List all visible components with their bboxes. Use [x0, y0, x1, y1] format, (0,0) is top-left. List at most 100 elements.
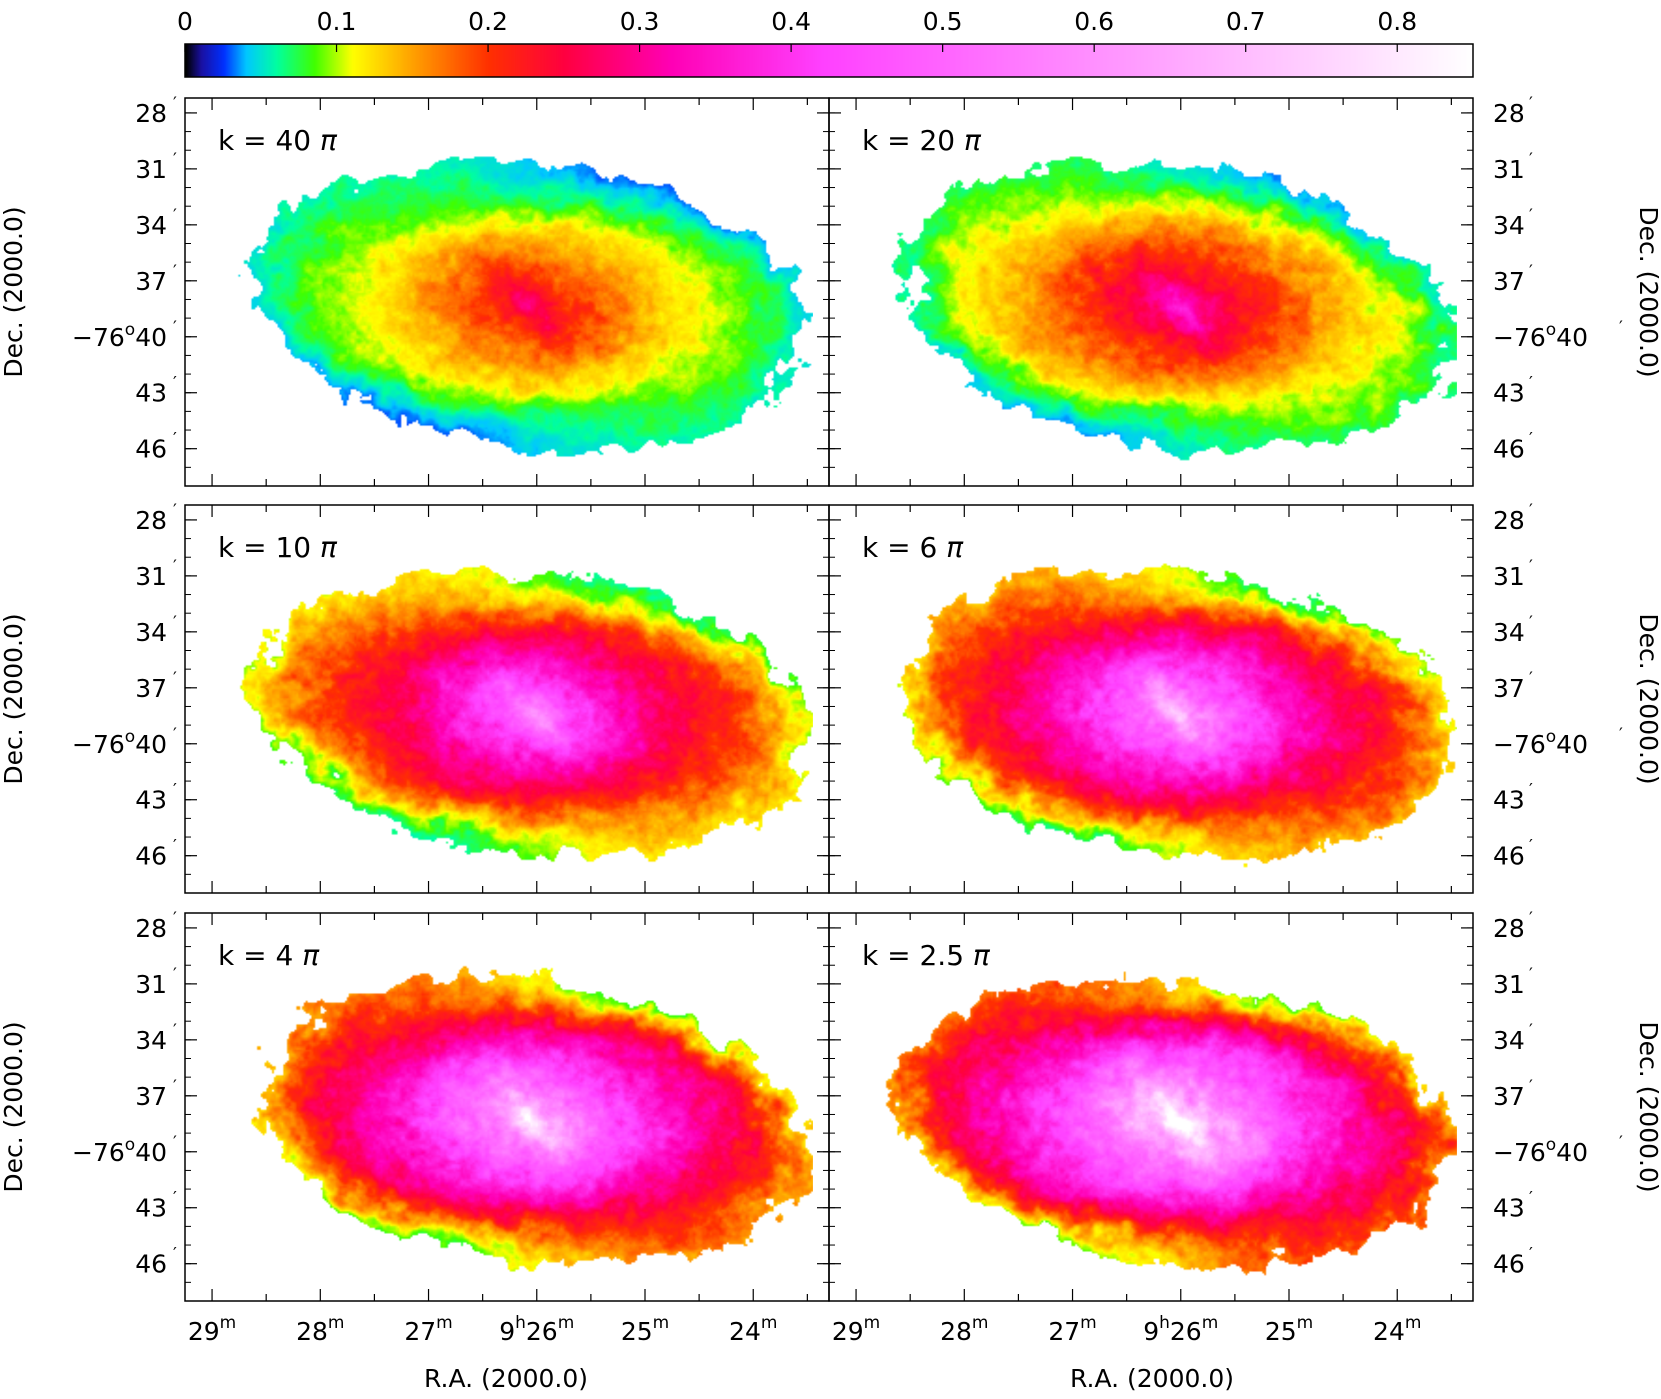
- arcmin-mark: ′: [1529, 613, 1533, 633]
- arcmin-mark: ′: [173, 150, 177, 170]
- dec-tick-label: 31: [135, 970, 167, 999]
- dec-tick-label: 34: [135, 1026, 167, 1055]
- dec-tick-label: 31: [1493, 970, 1525, 999]
- panel-label-pi: π: [302, 939, 320, 972]
- panel-4: k = 6 π28 ′31 ′34 ′37 ′−76o40 ′43 ′46 ′Dec. (20…: [828, 501, 1661, 894]
- ra-minute-mark: m: [972, 1313, 989, 1333]
- arcmin-mark: ′: [173, 909, 177, 929]
- arcmin-mark: ′: [1529, 837, 1533, 857]
- ra-tick-label: 27m: [1048, 1313, 1096, 1346]
- arcmin-mark: ′: [173, 206, 177, 226]
- ra-tick-label: 25m: [621, 1313, 669, 1346]
- dec-tick-label: 43: [135, 786, 167, 815]
- arcmin-mark: ′: [1529, 557, 1533, 577]
- ra-tick-label: 9h26m: [499, 1313, 574, 1346]
- panel-label-k: k = 6: [862, 531, 946, 564]
- panel-3: k = 10 π 28 ′ 31 ′ 34 ′ 37 ′ −76o40 ′ 43 ′ 46 ′ Dec. (2…: [0, 501, 830, 894]
- panel-5: k = 4 π 28 ′ 31 ′ 34 ′ 37 ′ −76o40 ′ 43 ′ 46 ′ Dec. (20…: [0, 909, 830, 1346]
- dec-tick-label: 43: [1493, 1194, 1525, 1223]
- ra-minute-mark: m: [558, 1313, 575, 1333]
- colorbar-frame: [184, 43, 1474, 78]
- arcmin-mark: ′: [1529, 1021, 1533, 1041]
- panel-label-k: k = 10: [218, 531, 320, 564]
- arcmin-mark: ′: [1529, 669, 1533, 689]
- ra-minute-mark: m: [436, 1313, 453, 1333]
- xlabel-left: R.A. (2000.0): [424, 1364, 588, 1393]
- ylabel: Dec. (2000.0): [0, 1021, 28, 1192]
- arcmin-mark: ′: [173, 318, 177, 338]
- arcmin-mark: ′: [1529, 501, 1533, 521]
- colorbar-tick-label: 0.6: [1074, 7, 1114, 36]
- colorbar-tick-label: 0: [177, 7, 193, 36]
- dec-tick-label: 46: [1493, 842, 1525, 871]
- xlabel-right: R.A. (2000.0): [1070, 1364, 1234, 1393]
- dec-tick-label: 28: [1493, 506, 1525, 535]
- dec-tick-label: 37: [1493, 1082, 1525, 1111]
- panel-label: k = 6 π: [862, 531, 964, 564]
- colorbar-gradient: [185, 44, 1473, 77]
- dec-tick-label: 28: [1493, 99, 1525, 128]
- ra-minute-mark: m: [1297, 1313, 1314, 1333]
- dec-tick-label: 46: [1493, 435, 1525, 464]
- colorbar-tick-label: 0.4: [771, 7, 811, 36]
- ra-minute-mark: m: [761, 1313, 778, 1333]
- arcmin-mark: ′: [173, 262, 177, 282]
- dec-tick-label: −76o40: [72, 320, 167, 352]
- ra-minute-mark: m: [1405, 1313, 1422, 1333]
- ra-tick-label: 24m: [729, 1313, 777, 1346]
- dec-tick-label: 31: [135, 155, 167, 184]
- ra-minute-mark: m: [220, 1313, 237, 1333]
- ra-minute-mark: m: [1202, 1313, 1219, 1333]
- dec-tick-label: 34: [1493, 211, 1525, 240]
- arcmin-mark: ′: [1529, 1245, 1533, 1265]
- arcmin-mark: ′: [173, 94, 177, 114]
- panel-6: k = 2.5 π28 ′31 ′34 ′37 ′−76o40 ′43 ′46 ′Dec. (…: [828, 909, 1661, 1346]
- arcmin-mark: ′: [1529, 206, 1533, 226]
- dec-tick-label: 37: [135, 674, 167, 703]
- galaxy-map: [857, 512, 1457, 886]
- ra-minute-mark: m: [864, 1313, 881, 1333]
- panels: k = 40 π28 ′31 ′34 ′37 ′−76o40 ′43 ′46 ′Dec. (2…: [0, 94, 1661, 1346]
- panel-label-k: k = 40: [218, 124, 320, 157]
- dec-tick-label: 43: [1493, 379, 1525, 408]
- panel-label-k: k = 2.5: [862, 939, 973, 972]
- arcmin-mark: ′: [1529, 1189, 1533, 1209]
- ylabel: Dec. (2000.0): [1634, 613, 1661, 784]
- panel-frame: [828, 504, 1474, 894]
- ylabel: Dec. (2000.0): [0, 206, 28, 377]
- dec-tick-label: 28: [135, 506, 167, 535]
- panel-label: k = 40 π: [218, 124, 338, 157]
- colorbar-tick-label: 0.1: [317, 7, 357, 36]
- arcmin-mark: ′: [1529, 430, 1533, 450]
- arcmin-mark: ′: [1529, 965, 1533, 985]
- dec-tick-label: −76o40: [1493, 320, 1588, 352]
- galaxy-map: [213, 512, 813, 886]
- dec-tick-label: 34: [1493, 618, 1525, 647]
- ra-minute-mark: m: [328, 1313, 345, 1333]
- dec-tick-label: −76o40: [1493, 727, 1588, 759]
- panel-label-pi: π: [320, 124, 338, 157]
- arcmin-mark: ′: [173, 430, 177, 450]
- ylabel: Dec. (2000.0): [0, 613, 28, 784]
- ra-tick-label: 29m: [188, 1313, 236, 1346]
- panel-label-pi: π: [320, 531, 338, 564]
- dec-tick-label: 46: [135, 1250, 167, 1279]
- dec-tick-label: 43: [1493, 786, 1525, 815]
- dec-tick-label: 37: [1493, 674, 1525, 703]
- ra-minute-mark: m: [1080, 1313, 1097, 1333]
- panel-label: k = 20 π: [862, 124, 982, 157]
- panel-label-k: k = 20: [862, 124, 964, 157]
- colorbar: 0 0.1 0.2 0.3 0.4 0.5 0.6 0.7 0.8: [177, 7, 1474, 78]
- panel-label: k = 4 π: [218, 939, 320, 972]
- panel-label: k = 10 π: [218, 531, 338, 564]
- arcmin-mark: ′: [1529, 94, 1533, 114]
- arcmin-mark: ′: [173, 613, 177, 633]
- dec-tick-label: 37: [135, 1082, 167, 1111]
- colorbar-tick-label: 0.5: [923, 7, 963, 36]
- panel-2: k = 20 π28 ′31 ′34 ′37 ′−76o40 ′43 ′46 ′Dec. (2…: [828, 94, 1661, 487]
- dec-tick-label: 34: [135, 211, 167, 240]
- arcmin-mark: ′: [173, 837, 177, 857]
- dec-tick-label: 43: [135, 1194, 167, 1223]
- dec-tick-label: 34: [1493, 1026, 1525, 1055]
